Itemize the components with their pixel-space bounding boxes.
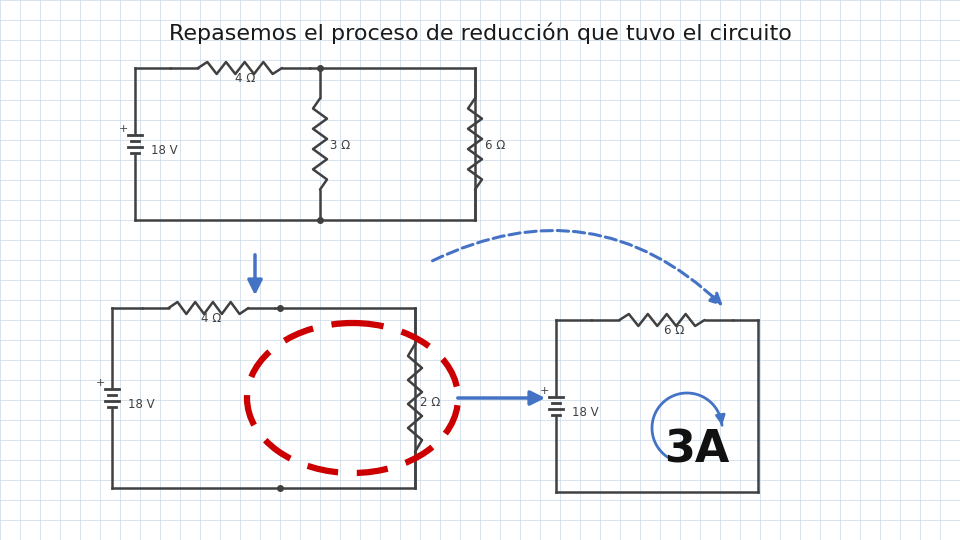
Text: 4 Ω: 4 Ω	[235, 72, 255, 85]
Text: 3 Ω: 3 Ω	[330, 139, 350, 152]
Text: +: +	[540, 386, 549, 396]
Text: 3A: 3A	[664, 429, 730, 471]
Text: 6 Ω: 6 Ω	[485, 139, 505, 152]
Text: 2 Ω: 2 Ω	[420, 396, 441, 409]
FancyArrowPatch shape	[433, 231, 721, 303]
Text: 6 Ω: 6 Ω	[664, 324, 684, 337]
Text: 4 Ω: 4 Ω	[201, 312, 221, 325]
Text: 18 V: 18 V	[151, 144, 178, 157]
Text: Repasemos el proceso de reducción que tuvo el circuito: Repasemos el proceso de reducción que tu…	[169, 22, 791, 44]
Text: +: +	[95, 378, 105, 388]
Text: 18 V: 18 V	[572, 406, 599, 419]
Text: +: +	[118, 124, 128, 134]
Text: 18 V: 18 V	[128, 398, 155, 411]
